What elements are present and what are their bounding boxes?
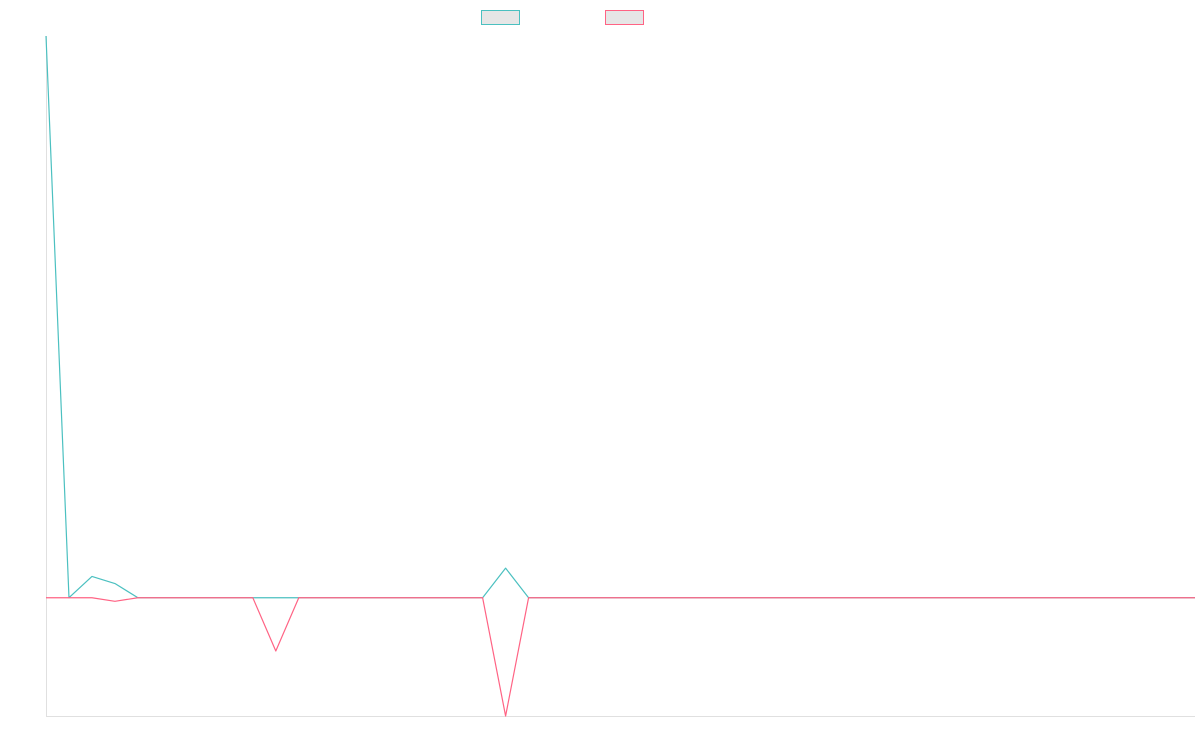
series-2-line[interactable] <box>46 597 1195 717</box>
series-1-line[interactable] <box>45 35 1195 599</box>
legend-swatch-series-1[interactable] <box>481 10 520 25</box>
legend-swatch-series-2[interactable] <box>605 10 644 25</box>
series-layer <box>45 35 1195 717</box>
